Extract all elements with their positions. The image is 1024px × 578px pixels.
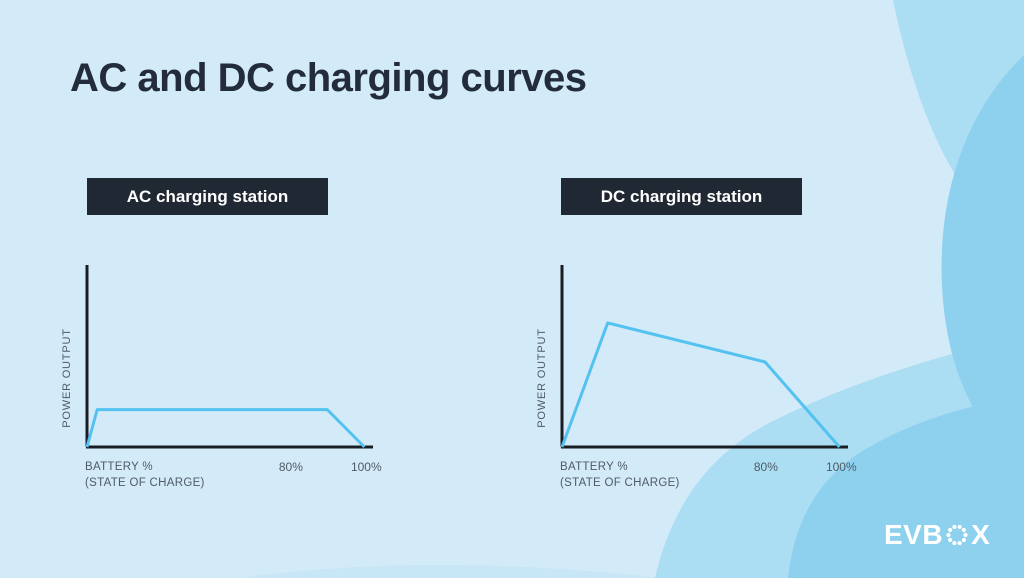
ac-x-axis-label-line2: (STATE OF CHARGE) xyxy=(85,476,205,489)
page-title: AC and DC charging curves xyxy=(70,56,587,100)
dc-x-tick-80: 80% xyxy=(753,460,778,474)
ac-chart: POWER OUTPUT BATTERY % (STATE OF CHARGE)… xyxy=(57,263,387,491)
logo-dotted-o-icon xyxy=(946,524,968,546)
dc-chart-title-badge: DC charging station xyxy=(561,178,802,215)
dc-chart: POWER OUTPUT BATTERY % (STATE OF CHARGE)… xyxy=(532,263,862,491)
ac-badge-label: AC charging station xyxy=(126,186,289,206)
dc-x-axis-label: BATTERY % (STATE OF CHARGE) xyxy=(560,460,850,491)
ac-y-axis-label: POWER OUTPUT xyxy=(61,328,73,428)
ac-x-tick-100: 100% xyxy=(350,460,382,474)
ac-x-axis-label-line1: BATTERY % xyxy=(85,461,153,473)
dc-x-tick-100: 100% xyxy=(825,460,857,474)
dc-x-axis-label-line1: BATTERY % xyxy=(560,461,628,473)
dc-chart-plot xyxy=(560,265,848,449)
dc-badge-label: DC charging station xyxy=(600,186,763,206)
ac-x-axis-labels: BATTERY % (STATE OF CHARGE) 80% 100% xyxy=(85,460,382,491)
right-edge-blob xyxy=(941,55,1024,470)
dc-y-axis-label: POWER OUTPUT xyxy=(536,328,548,428)
dc-power-output-curve xyxy=(560,321,841,448)
evbox-logo: EVB X xyxy=(884,521,990,549)
logo-text-evb: EVB xyxy=(884,519,944,550)
bottom-faint-wave xyxy=(240,565,660,578)
ac-chart-plot xyxy=(85,265,373,449)
ac-power-output-curve xyxy=(85,408,366,449)
bottom-right-wave-inner xyxy=(788,396,1024,578)
dc-x-axis-label-line2: (STATE OF CHARGE) xyxy=(560,476,680,489)
ac-x-tick-80: 80% xyxy=(278,460,303,474)
ac-chart-title-badge: AC charging station xyxy=(87,178,328,215)
ac-x-axis-label: BATTERY % (STATE OF CHARGE) xyxy=(85,460,375,491)
dc-x-axis-labels: BATTERY % (STATE OF CHARGE) 80% 100% xyxy=(560,460,857,491)
logo-text-x: X xyxy=(971,519,991,550)
